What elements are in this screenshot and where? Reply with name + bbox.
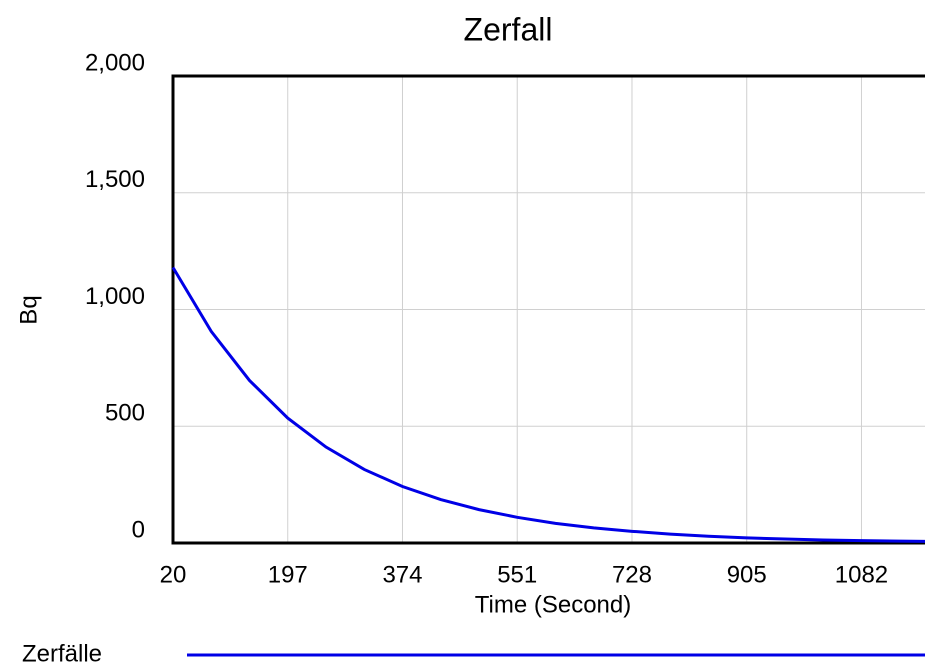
x-tick-label: 551 <box>497 561 537 588</box>
data-line <box>171 266 925 543</box>
x-tick-label: 197 <box>268 561 308 588</box>
x-axis-label: Time (Second) <box>475 591 632 618</box>
chart-title: Zerfall <box>464 11 553 47</box>
y-tick-label: 1,000 <box>85 283 145 310</box>
x-tick-label: 20 <box>160 561 187 588</box>
x-tick-label: 905 <box>727 561 767 588</box>
legend-label: Zerfälle <box>22 640 102 667</box>
x-tick-label: 728 <box>612 561 652 588</box>
axes <box>171 74 925 545</box>
x-tick-label: 1082 <box>835 561 888 588</box>
x-tick-label: 374 <box>382 561 422 588</box>
y-tick-label: 0 <box>132 516 145 543</box>
y-tick-label: 2,000 <box>85 49 145 76</box>
y-tick-label: 500 <box>105 400 145 427</box>
y-axis-label: Bq <box>15 295 42 324</box>
y-tick-label: 1,500 <box>85 166 145 193</box>
